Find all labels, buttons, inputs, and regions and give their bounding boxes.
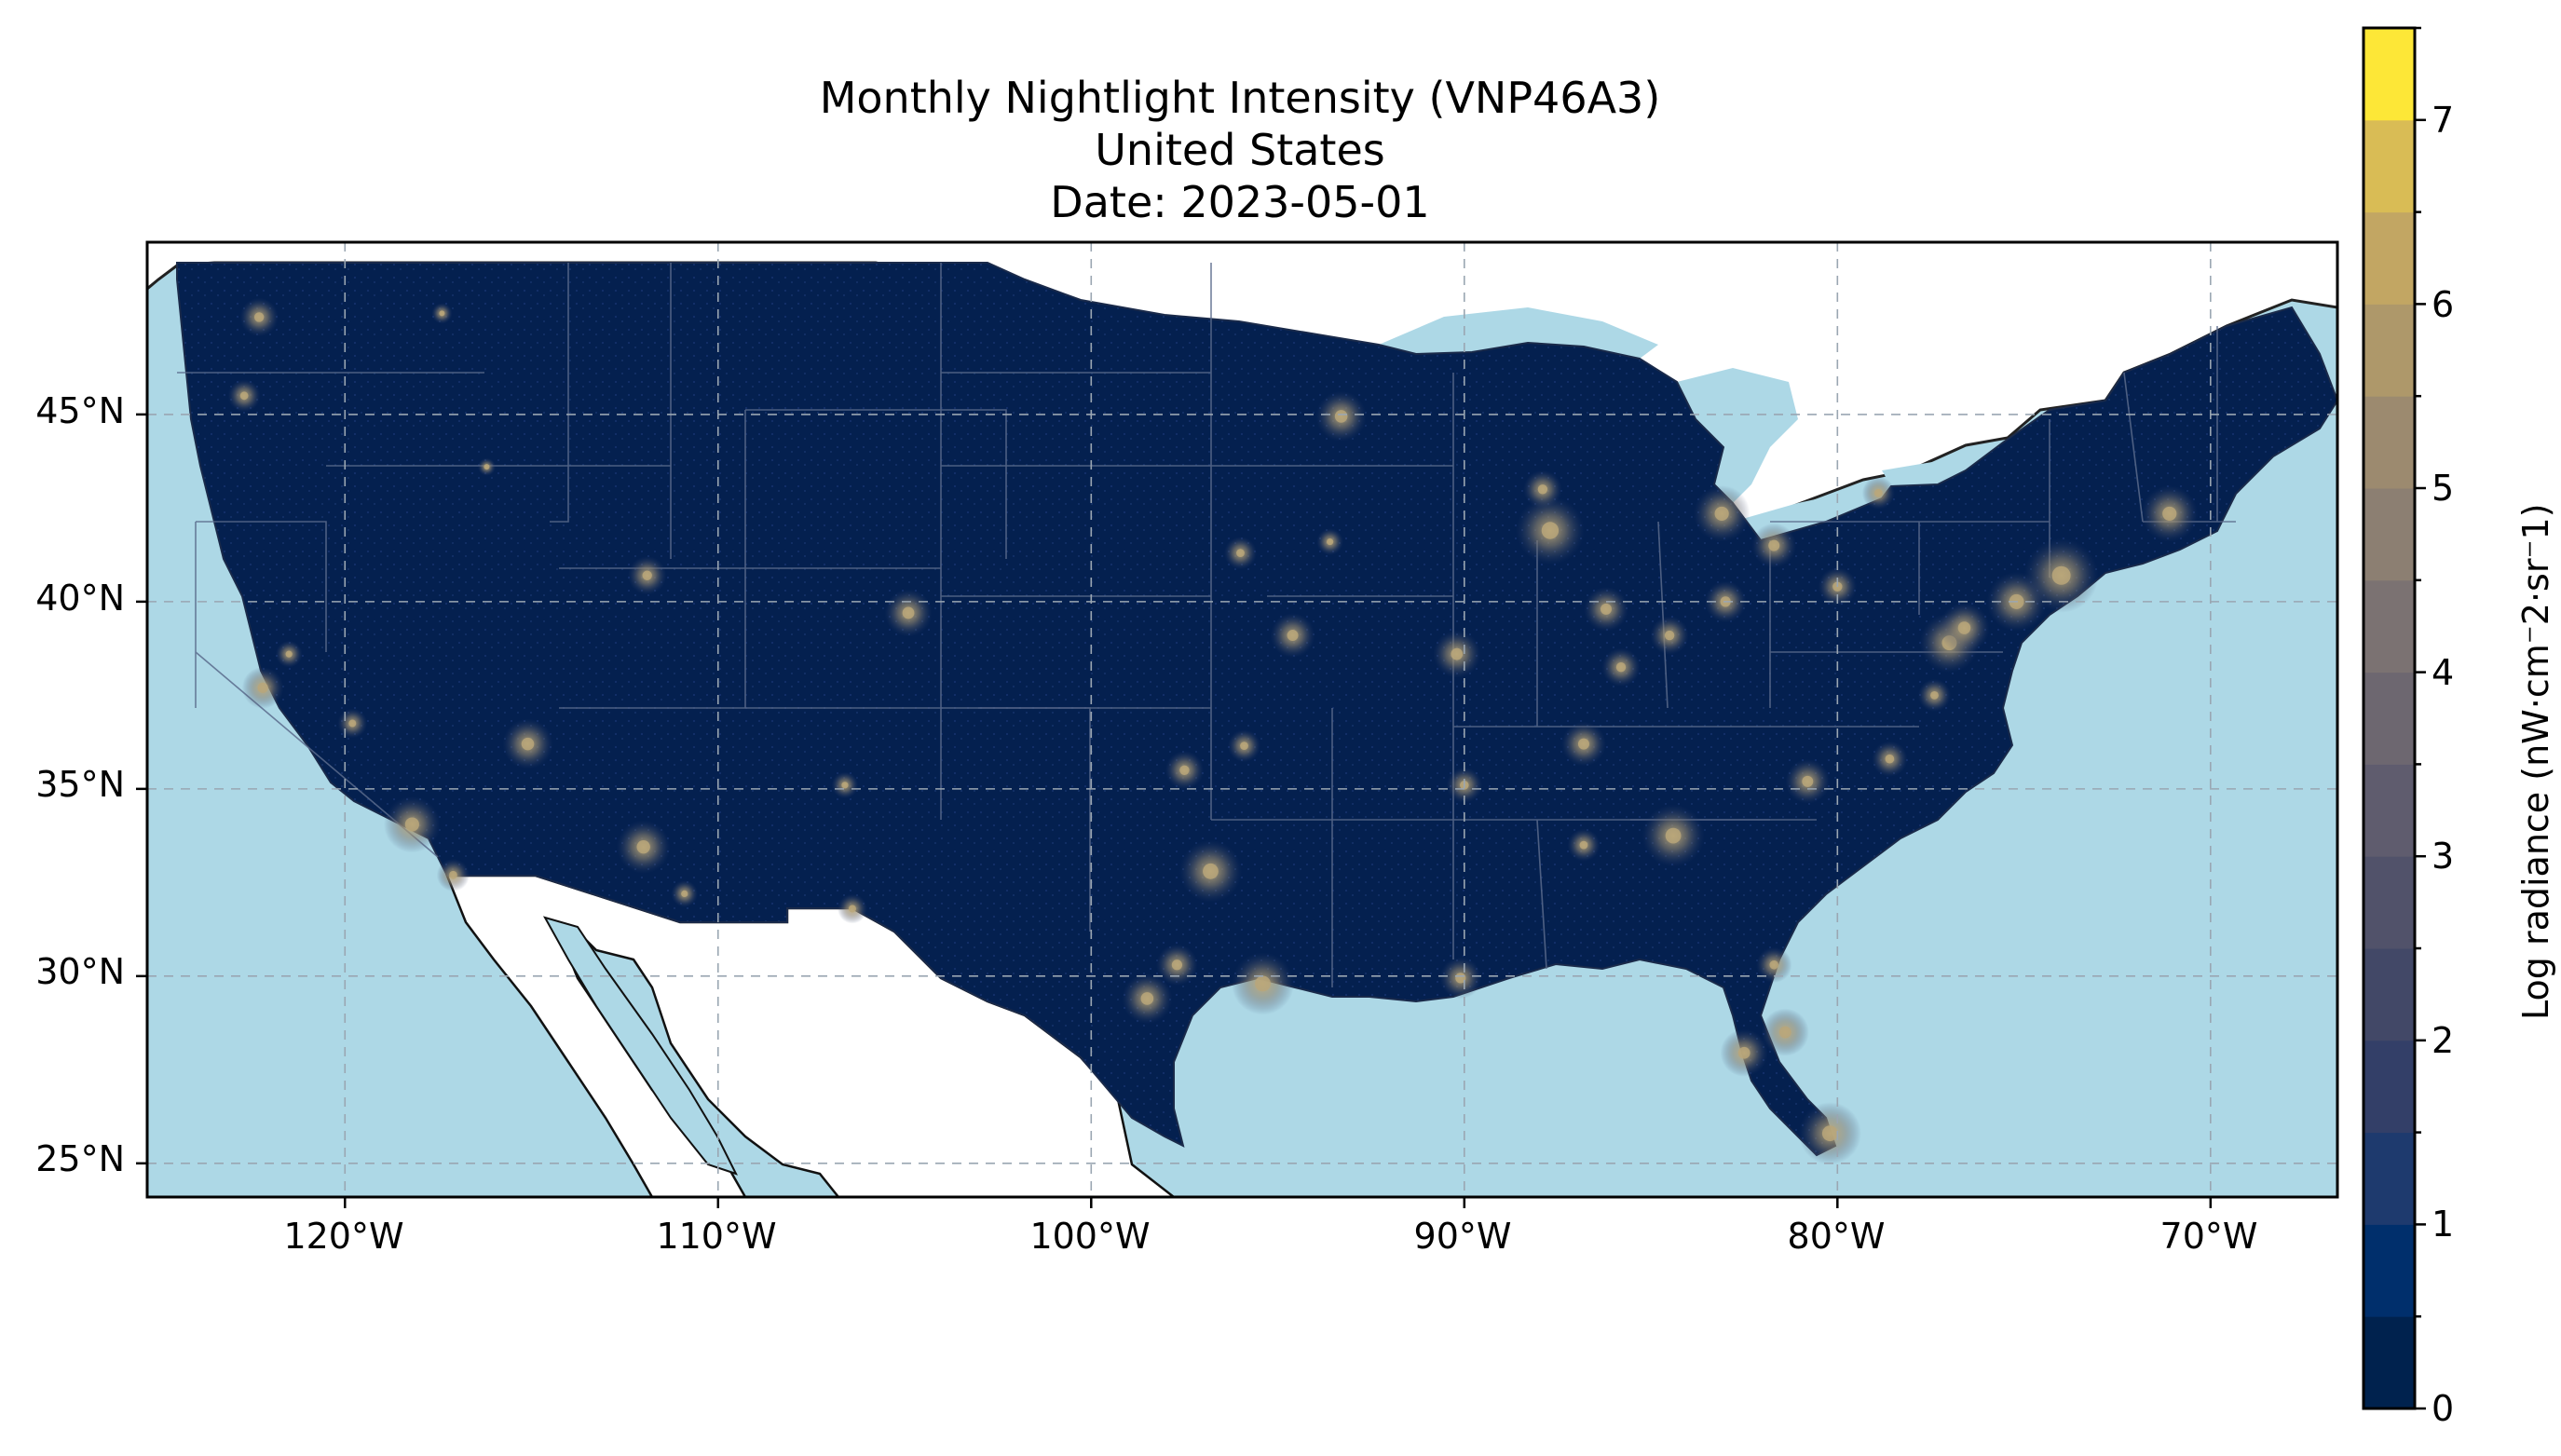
lake-superior [1379, 307, 1658, 359]
colorbar-segment [2363, 579, 2415, 674]
colorbar-segment [2363, 1316, 2415, 1409]
gridlines [147, 242, 2337, 1197]
city-light-core [1240, 742, 1248, 751]
city-light-core [239, 391, 249, 401]
city-light-core [1769, 959, 1779, 970]
city-light-core [1615, 662, 1627, 673]
lon-tick-label: 90°W [1413, 1216, 1512, 1257]
city-light-core [1778, 1026, 1791, 1039]
colorbar-tick-label: 7 [2432, 100, 2455, 141]
city-light-core [2162, 506, 2177, 522]
lon-tick-label: 110°W [656, 1216, 777, 1257]
city-light-core [1821, 1125, 1838, 1142]
city-light-core [2051, 565, 2071, 585]
lake-huron [1677, 368, 1798, 503]
lon-tick-label: 120°W [283, 1216, 404, 1257]
colorbar-segment [2363, 764, 2415, 857]
city-light-core [848, 905, 856, 913]
city-light-core [449, 870, 457, 879]
lon-tick-label: 70°W [2159, 1216, 2258, 1257]
city-light-core [1537, 484, 1548, 495]
axis-tick-marks [136, 413, 2213, 1208]
lon-tick-label: 80°W [1787, 1216, 1886, 1257]
city-light-core [1873, 488, 1883, 497]
gulf-of-california [542, 916, 738, 1176]
colorbar-segment [2363, 948, 2415, 1041]
city-light-core [681, 890, 688, 898]
colorbar-segment [2363, 1040, 2415, 1134]
city-light-core [1930, 690, 1939, 700]
city-light-core [1577, 738, 1589, 750]
city-light-core [348, 719, 357, 728]
city-light-core [1541, 522, 1560, 539]
city-light-core [1714, 506, 1729, 522]
city-light-core [636, 839, 650, 854]
colorbar-segment [2363, 1224, 2415, 1317]
colorbar-tick-label: 6 [2432, 284, 2455, 325]
city-light-core [1579, 840, 1588, 850]
city-light-core [1140, 992, 1154, 1005]
city-light-core [404, 817, 419, 832]
city-light-core [1334, 410, 1348, 423]
city-light-core [902, 606, 915, 619]
colorbar-tick-label: 2 [2432, 1020, 2455, 1061]
city-light-core [1255, 975, 1271, 992]
city-light-core [1327, 537, 1334, 546]
colorbar-segment [2363, 856, 2415, 949]
colorbar-segment [2363, 304, 2415, 397]
city-light-core [1665, 827, 1682, 844]
colorbar-tick-label: 3 [2432, 836, 2455, 877]
colorbar-segment [2363, 488, 2415, 581]
city-light-core [1287, 630, 1299, 642]
city-light-core [439, 310, 445, 317]
city-light-core [841, 782, 849, 789]
city-lights-layer [227, 297, 2199, 1165]
city-light-core [1179, 765, 1190, 775]
city-light-core [484, 464, 490, 470]
city-light-core [1737, 1046, 1750, 1059]
colorbar-tick-marks [2415, 26, 2426, 1410]
colorbar-tick-label: 5 [2432, 468, 2455, 509]
city-light-core [1171, 959, 1183, 971]
colorbar-tick-label: 0 [2432, 1388, 2455, 1429]
city-light-core [642, 570, 652, 580]
lat-tick-label: 40°N [35, 578, 125, 619]
city-light-core [521, 737, 535, 751]
lat-tick-label: 30°N [35, 951, 125, 992]
colorbar-segment [2363, 28, 2415, 121]
colorbar-segment [2363, 672, 2415, 765]
lat-tick-label: 25°N [35, 1138, 125, 1179]
map-area [147, 242, 2337, 1197]
city-light-core [257, 682, 268, 693]
city-light-core [1236, 549, 1245, 558]
city-light-core [1802, 775, 1814, 787]
colorbar-border [2362, 26, 2417, 1410]
city-light-core [1768, 539, 1780, 551]
city-light-core [1957, 621, 1971, 634]
colorbar-tick-label: 4 [2432, 652, 2455, 693]
map-border [145, 240, 2339, 1199]
city-light-core [1664, 630, 1675, 641]
lat-tick-label: 45°N [35, 390, 125, 431]
city-light-core [1451, 647, 1464, 660]
map-title: Monthly Nightlight Intensity (VNP46A3) [819, 73, 1661, 123]
colorbar-tick-label: 1 [2432, 1204, 2455, 1245]
city-light-core [1885, 754, 1895, 764]
city-light-core [253, 312, 265, 322]
map-subtitle-region: United States [1095, 125, 1385, 175]
lon-tick-label: 100°W [1029, 1216, 1151, 1257]
lat-tick-label: 35°N [35, 764, 125, 805]
colorbar-segment [2363, 396, 2415, 489]
colorbar-label: Log radiance (nW·cm⁻2·sr⁻1) [2515, 503, 2556, 1020]
city-light-core [1203, 863, 1219, 879]
colorbar-segment [2363, 1132, 2415, 1225]
colorbar [2363, 28, 2415, 1409]
colorbar-segment [2363, 119, 2415, 213]
map-subtitle-date: Date: 2023-05-01 [1050, 177, 1430, 227]
city-light-core [1600, 603, 1612, 615]
colorbar-segment [2363, 211, 2415, 305]
city-light-core [285, 650, 293, 658]
